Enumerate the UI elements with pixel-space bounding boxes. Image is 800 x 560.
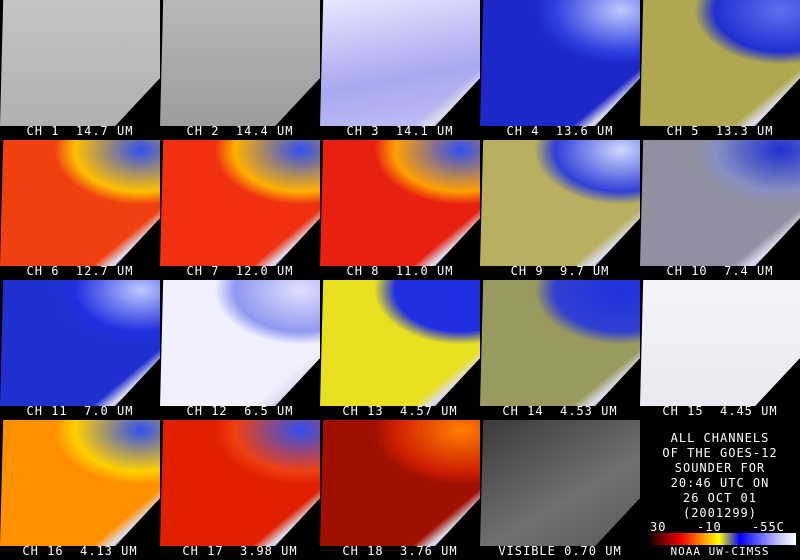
channel-label: CH 17 3.98 UM bbox=[182, 544, 298, 558]
channel-image bbox=[160, 280, 320, 406]
channel-panel: CH 2 14.4 UM bbox=[160, 0, 320, 140]
channel-image bbox=[640, 280, 800, 406]
channel-panel: CH 15 4.45 UM bbox=[640, 280, 800, 420]
colorbar-label: 30 bbox=[650, 520, 667, 534]
info-line: (2001299) bbox=[682, 506, 758, 520]
channel-image bbox=[640, 140, 800, 266]
channel-label: CH 15 4.45 UM bbox=[662, 404, 778, 418]
channel-label: CH 4 13.6 UM bbox=[506, 124, 614, 138]
channel-panel: CH 7 12.0 UM bbox=[160, 140, 320, 280]
channel-image bbox=[0, 0, 160, 126]
channel-panel: CH 10 7.4 UM bbox=[640, 140, 800, 280]
channel-label: CH 8 11.0 UM bbox=[346, 264, 454, 278]
channel-panel: CH 5 13.3 UM bbox=[640, 0, 800, 140]
channel-panel: CH 1 14.7 UM bbox=[0, 0, 160, 140]
channel-panel: VISIBLE 0.70 UM bbox=[480, 420, 640, 560]
channel-panel: CH 11 7.0 UM bbox=[0, 280, 160, 420]
channel-panel: CH 12 6.5 UM bbox=[160, 280, 320, 420]
channel-label: CH 18 3.76 UM bbox=[342, 544, 458, 558]
channel-image bbox=[320, 0, 480, 126]
channel-panel: CH 13 4.57 UM bbox=[320, 280, 480, 420]
channel-panel: CH 14 4.53 UM bbox=[480, 280, 640, 420]
channel-image bbox=[0, 280, 160, 406]
channel-image bbox=[320, 420, 480, 546]
channel-image bbox=[480, 280, 640, 406]
channel-image bbox=[640, 0, 800, 126]
channel-label: CH 16 4.13 UM bbox=[22, 544, 138, 558]
channel-image bbox=[160, 140, 320, 266]
channel-image bbox=[0, 420, 160, 546]
channel-image bbox=[480, 0, 640, 126]
channel-label: CH 1 14.7 UM bbox=[26, 124, 134, 138]
colorbar bbox=[648, 533, 796, 545]
info-line: SOUNDER FOR bbox=[674, 461, 766, 475]
channel-label: CH 7 12.0 UM bbox=[186, 264, 294, 278]
channel-label: CH 12 6.5 UM bbox=[186, 404, 294, 418]
channel-label: CH 13 4.57 UM bbox=[342, 404, 458, 418]
info-line: ALL CHANNELS bbox=[670, 431, 770, 445]
channel-image bbox=[480, 420, 640, 546]
channel-image bbox=[160, 0, 320, 126]
colorbar-label: -10 bbox=[697, 520, 722, 534]
channel-label: CH 9 9.7 UM bbox=[510, 264, 610, 278]
channel-image bbox=[320, 280, 480, 406]
channel-panel: CH 4 13.6 UM bbox=[480, 0, 640, 140]
channel-label: CH 3 14.1 UM bbox=[346, 124, 454, 138]
channel-label: CH 14 4.53 UM bbox=[502, 404, 618, 418]
channel-label: CH 10 7.4 UM bbox=[666, 264, 774, 278]
channel-image bbox=[320, 140, 480, 266]
channel-image bbox=[160, 420, 320, 546]
channel-panel: CH 18 3.76 UM bbox=[320, 420, 480, 560]
info-line: 26 OCT 01 bbox=[682, 491, 758, 505]
channel-panel: CH 6 12.7 UM bbox=[0, 140, 160, 280]
info-line: OF THE GOES-12 bbox=[662, 446, 778, 460]
channel-panel: CH 9 9.7 UM bbox=[480, 140, 640, 280]
channel-panel: CH 17 3.98 UM bbox=[160, 420, 320, 560]
channel-panel: CH 8 11.0 UM bbox=[320, 140, 480, 280]
channel-label: CH 6 12.7 UM bbox=[26, 264, 134, 278]
channel-panel: CH 3 14.1 UM bbox=[320, 0, 480, 140]
colorbar-label: -55C bbox=[752, 520, 785, 534]
channel-label: VISIBLE 0.70 UM bbox=[498, 544, 622, 558]
channel-label: CH 2 14.4 UM bbox=[186, 124, 294, 138]
credit: NOAA UW-CIMSS bbox=[670, 545, 770, 558]
info-line: 20:46 UTC ON bbox=[670, 476, 770, 490]
channel-image bbox=[0, 140, 160, 266]
channel-panel: CH 16 4.13 UM bbox=[0, 420, 160, 560]
channel-label: CH 5 13.3 UM bbox=[666, 124, 774, 138]
channel-image bbox=[480, 140, 640, 266]
channel-label: CH 11 7.0 UM bbox=[26, 404, 134, 418]
